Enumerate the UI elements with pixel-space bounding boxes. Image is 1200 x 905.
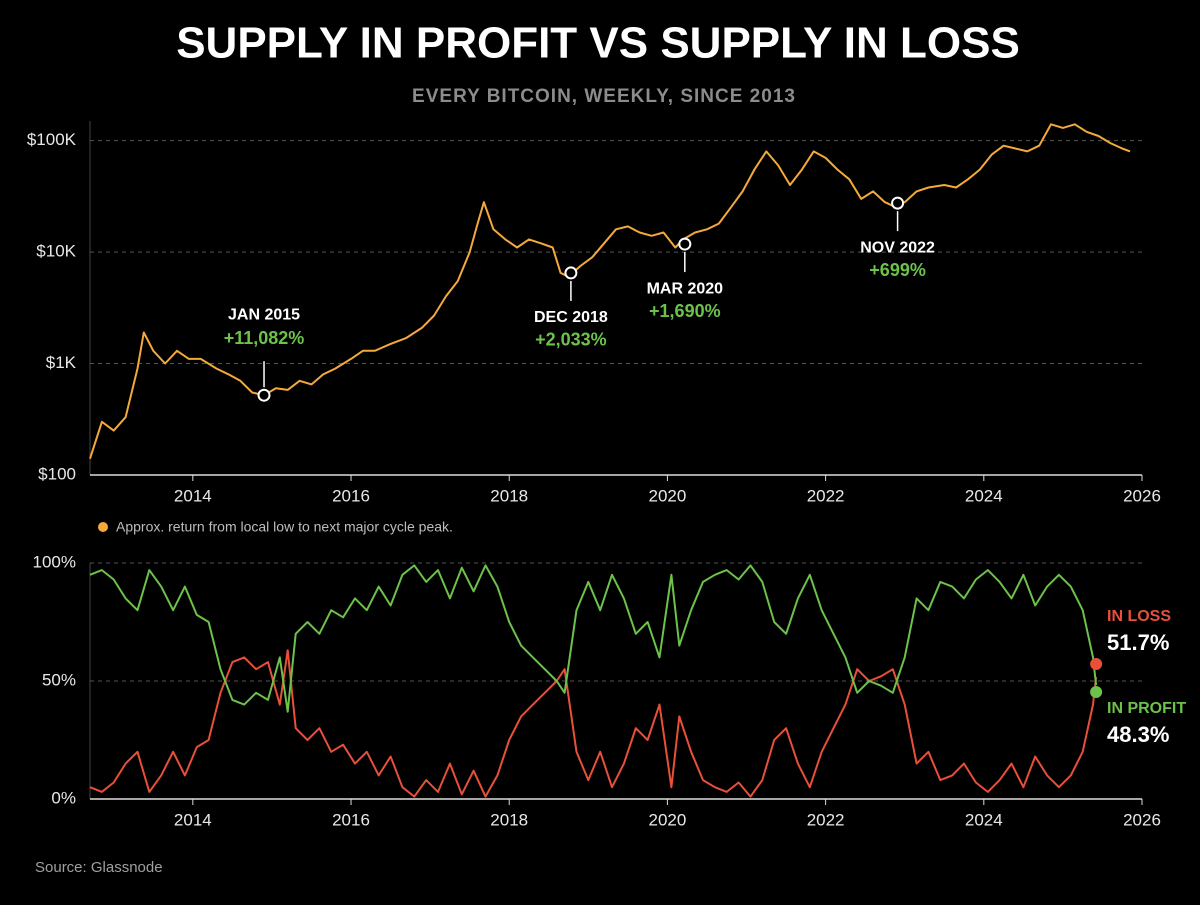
annotation-label: DEC 2018 [534,309,608,326]
x-tick-label: 2018 [490,486,528,505]
x-tick-label: 2014 [174,486,212,505]
y-tick-label: 50% [42,670,76,689]
annotation-point [564,266,578,280]
x-tick-label: 2024 [965,486,1003,505]
annotation-point [257,388,271,402]
x-tick-label: 2026 [1123,810,1161,829]
legend-entry: IN LOSS [1107,608,1171,625]
x-tick-label: 2020 [648,810,686,829]
y-tick-label: $100 [38,464,76,483]
annotation-label: JAN 2015 [228,306,300,323]
annotation-return: +1,690% [649,301,721,321]
series-line [89,123,1131,460]
y-tick-label: 0% [51,788,76,807]
end-point [1090,686,1103,699]
note-dot [98,522,108,532]
y-tick-label: 100% [33,552,76,571]
series-line [89,564,1098,713]
end-point [1090,657,1103,670]
x-tick-label: 2016 [332,810,370,829]
annotation-point [678,237,692,251]
chart-title: SUPPLY IN PROFIT VS SUPPLY IN LOSS [176,19,1020,68]
annotation-label: MAR 2020 [647,280,724,297]
annotation-label: NOV 2022 [860,239,935,256]
annotation-return: +699% [869,260,926,280]
annotation-return: +2,033% [535,330,607,350]
x-tick-label: 2014 [174,810,212,829]
source: Source: Glassnode [35,859,163,876]
x-tick-label: 2026 [1123,486,1161,505]
x-tick-label: 2016 [332,486,370,505]
x-tick-label: 2022 [807,486,845,505]
annotation-point [891,196,905,210]
legend-entry: IN PROFIT [1107,700,1186,717]
y-tick-label: $100K [27,130,77,149]
x-tick-label: 2018 [490,810,528,829]
y-tick-label: $10K [36,242,76,261]
annotation-return: +11,082% [224,328,305,348]
series-line [89,649,1098,798]
end-value-label: 48.3% [1107,722,1169,747]
chart-subtitle: EVERY BITCOIN, WEEKLY, SINCE 2013 [412,86,796,107]
y-tick-label: $1K [46,353,77,372]
x-tick-label: 2022 [807,810,845,829]
x-tick-label: 2020 [648,486,686,505]
note: Approx. return from local low to next ma… [116,519,453,535]
end-value-label: 51.7% [1107,630,1169,655]
x-tick-label: 2024 [965,810,1003,829]
